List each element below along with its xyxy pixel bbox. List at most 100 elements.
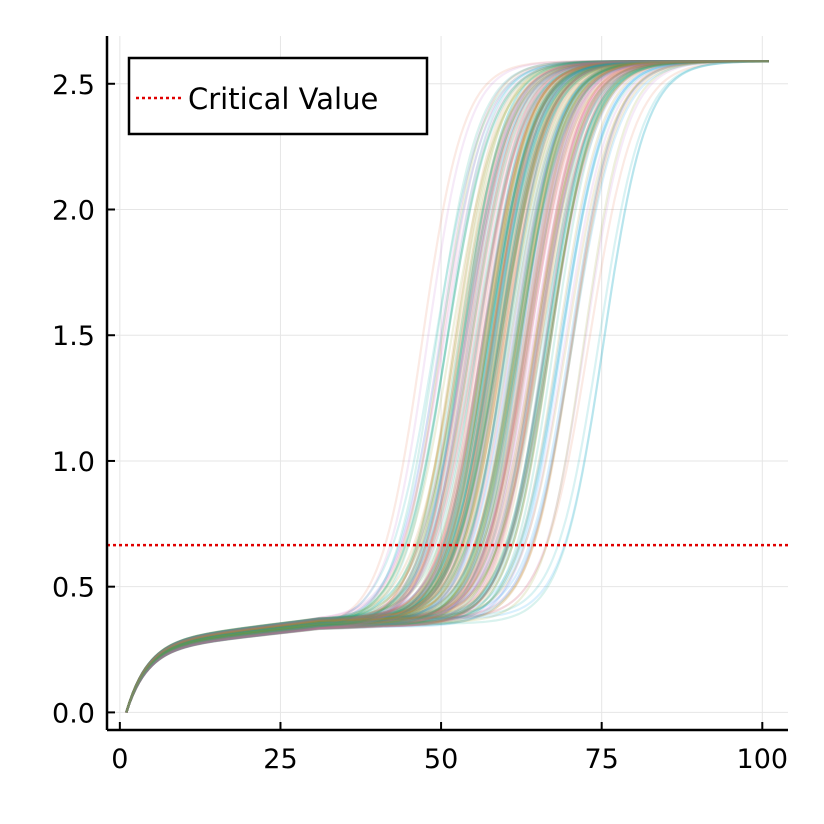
ensemble-line	[125, 60, 769, 713]
ensemble-line	[125, 60, 769, 713]
ensemble-line	[125, 60, 769, 713]
x-tick-label: 25	[263, 744, 297, 775]
y-tick-label: 0.5	[52, 573, 95, 604]
ensemble-line	[125, 60, 769, 713]
ensemble-line	[125, 60, 769, 713]
grid-lines	[107, 36, 788, 730]
ensemble-line	[125, 60, 769, 713]
ensemble-line	[125, 60, 769, 713]
ensemble-line	[125, 60, 769, 713]
ensemble-line	[125, 60, 769, 713]
ensemble-line	[125, 60, 769, 713]
ensemble-line	[125, 60, 769, 713]
ensemble-line	[125, 60, 769, 713]
ensemble-line	[125, 60, 769, 713]
ensemble-line	[125, 60, 769, 713]
ensemble-line	[125, 60, 769, 713]
ensemble-line	[125, 60, 769, 713]
ensemble-line	[125, 60, 769, 713]
ensemble-line	[125, 60, 769, 713]
ensemble-line	[125, 60, 769, 713]
ensemble-line	[125, 60, 769, 713]
ensemble-line	[125, 60, 769, 713]
ensemble-line	[125, 60, 769, 713]
ensemble-line	[125, 60, 769, 713]
ensemble-line	[125, 60, 769, 713]
ensemble-line	[125, 60, 769, 713]
y-tick-label: 2.0	[52, 196, 95, 227]
ensemble-line	[125, 60, 769, 713]
ensemble-line	[125, 60, 769, 713]
ensemble-line	[125, 60, 769, 713]
ensemble-line	[125, 60, 769, 713]
ensemble-line	[125, 60, 769, 713]
ensemble-line	[125, 60, 769, 713]
ensemble-line	[125, 60, 769, 713]
ensemble-line	[125, 60, 769, 713]
ensemble-line	[125, 60, 769, 713]
ensemble-line	[125, 60, 769, 713]
ensemble-line	[125, 60, 769, 713]
tick-labels: 0 25 50 75 100 0.0 0.5 1.0 1.5 2.0 2.5	[52, 70, 788, 775]
x-tick-label: 100	[737, 744, 789, 775]
ensemble-line	[125, 60, 769, 713]
ensemble-line	[125, 60, 769, 713]
ensemble-line	[125, 60, 769, 713]
ensemble-line	[125, 60, 769, 713]
ensemble-line	[125, 60, 769, 713]
y-tick-label: 1.5	[52, 321, 95, 352]
ensemble-line	[125, 60, 769, 713]
ensemble-line	[125, 60, 769, 713]
ensemble-line	[125, 60, 769, 713]
ensemble-line	[125, 60, 769, 713]
ensemble-line	[125, 60, 769, 713]
ensemble-line	[125, 60, 769, 713]
ensemble-line	[125, 60, 769, 713]
ensemble-line	[125, 60, 769, 713]
ensemble-line	[125, 60, 769, 713]
ensemble-line	[125, 60, 769, 713]
ensemble-line	[125, 60, 769, 713]
ensemble-line	[125, 60, 769, 713]
y-tick-label: 2.5	[52, 70, 95, 101]
ensemble-line	[125, 60, 769, 713]
ensemble-line	[125, 60, 769, 713]
ensemble-line	[125, 60, 769, 713]
ensemble-line	[125, 60, 769, 713]
ensemble-line	[125, 60, 769, 713]
ensemble-line	[125, 60, 769, 713]
ensemble-line	[125, 60, 769, 713]
ensemble-line	[125, 60, 769, 713]
ensemble-line	[125, 60, 769, 713]
ensemble-line	[125, 60, 769, 713]
ensemble-line	[125, 60, 769, 713]
ensemble-line	[125, 60, 769, 713]
ensemble-line	[125, 60, 769, 713]
ensemble-line	[125, 60, 769, 713]
ensemble-line	[125, 60, 769, 713]
ensemble-line	[125, 60, 769, 713]
ensemble-line	[125, 60, 769, 713]
ensemble-line	[125, 60, 769, 713]
ensemble-line	[125, 60, 769, 713]
ensemble-line	[125, 60, 769, 713]
ensemble-line	[125, 60, 769, 713]
ensemble-line	[125, 60, 769, 713]
ensemble-line	[125, 60, 769, 713]
ensemble-line	[125, 60, 769, 713]
ensemble-line	[125, 60, 769, 713]
ensemble-line	[125, 60, 769, 713]
ensemble-line	[125, 60, 769, 713]
ensemble-line	[125, 60, 769, 713]
ensemble-line	[125, 60, 769, 713]
ensemble-line	[125, 60, 769, 713]
ensemble-line	[125, 60, 769, 713]
ensemble-line	[125, 60, 769, 713]
ensemble-line	[125, 60, 769, 713]
ensemble-line	[125, 60, 769, 713]
ensemble-line	[125, 60, 769, 713]
ensemble-line	[125, 60, 769, 713]
ensemble-line	[125, 60, 769, 713]
ensemble-line	[125, 60, 769, 713]
